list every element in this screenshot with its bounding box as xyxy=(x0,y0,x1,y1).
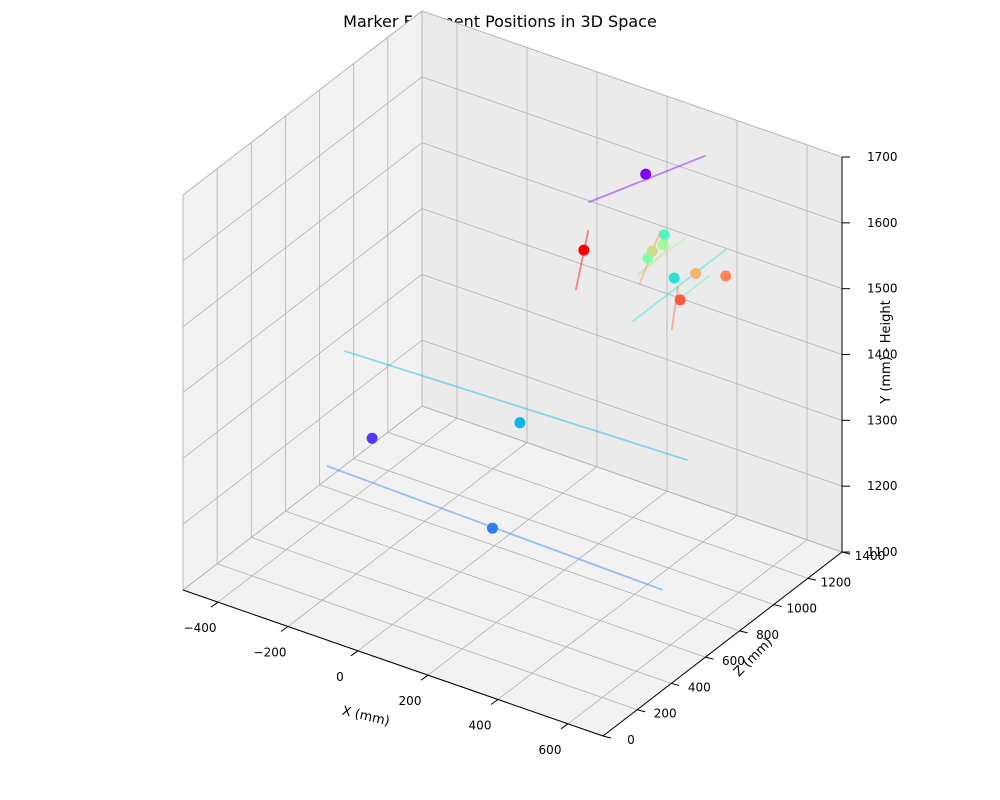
grid-line xyxy=(497,515,738,700)
trail-line xyxy=(632,248,728,323)
y-tick-label: 1200 xyxy=(867,479,898,493)
grid-line xyxy=(353,458,774,605)
marker-point xyxy=(646,245,658,257)
marker-point xyxy=(674,294,686,306)
grid-line xyxy=(182,142,423,327)
marker-point xyxy=(640,168,652,180)
grid-line xyxy=(182,339,423,525)
x-axis-line xyxy=(182,589,604,737)
x-axis-label: X (mm) xyxy=(340,704,391,730)
axis-panes xyxy=(181,9,844,737)
grid-line xyxy=(182,208,423,393)
grid-lines xyxy=(182,10,843,737)
z-tick-label: 0 xyxy=(627,733,635,747)
grid-line xyxy=(251,537,672,684)
x-tick-label: 400 xyxy=(469,719,492,733)
trail-line xyxy=(574,229,590,291)
z-tick-mark xyxy=(807,577,816,581)
marker-point xyxy=(578,244,590,256)
y-tick-label: 1700 xyxy=(867,150,898,164)
grid-line xyxy=(421,76,843,224)
grid-line xyxy=(287,442,528,627)
grid-line xyxy=(319,484,740,632)
trail-line xyxy=(670,286,679,330)
x-tick-label: −400 xyxy=(184,621,217,635)
marker-point xyxy=(514,417,526,429)
x-tick-mark xyxy=(560,723,569,730)
grid-line xyxy=(421,405,843,553)
y-tick-label: 1300 xyxy=(867,413,898,427)
y-tick-label: 1400 xyxy=(867,348,898,362)
trail-line xyxy=(344,350,688,461)
grid-line xyxy=(182,405,423,591)
grid-line xyxy=(421,273,843,421)
z-tick-mark xyxy=(739,630,748,634)
y-axis-label: Y (mm) - Height xyxy=(879,300,894,404)
x-tick-mark xyxy=(280,626,289,632)
grid-line xyxy=(182,10,423,196)
marker-point xyxy=(487,522,499,534)
z-tick-label: 600 xyxy=(722,654,745,668)
trail-line xyxy=(637,236,688,275)
marker-point xyxy=(690,267,702,279)
grid-line xyxy=(421,339,843,487)
axis-lines: −400−20002004006000200400600800100012001… xyxy=(182,150,898,757)
z-tick-mark xyxy=(637,709,646,713)
grid-line xyxy=(217,417,458,603)
z-tick-label: 1200 xyxy=(821,575,852,589)
y-tick-label: 1100 xyxy=(867,545,898,559)
z-tick-label: 1000 xyxy=(786,602,817,616)
z-tick-mark xyxy=(773,604,782,608)
z-tick-label: 1400 xyxy=(855,549,886,563)
z-axis-line xyxy=(602,551,843,737)
z-tick-label: 400 xyxy=(688,680,711,694)
x-tick-mark xyxy=(210,601,219,608)
marker-point xyxy=(366,432,378,444)
grid-line xyxy=(421,10,843,158)
trail-line xyxy=(637,245,671,277)
grid-line xyxy=(285,510,706,658)
marker-point xyxy=(658,229,670,241)
marker-point xyxy=(657,239,669,251)
x-tick-label: 600 xyxy=(539,743,562,757)
marker-point xyxy=(668,272,680,284)
grid-line xyxy=(182,274,423,459)
z-tick-mark xyxy=(705,656,714,660)
grid-line xyxy=(357,466,598,652)
grid-line xyxy=(217,563,638,711)
z-tick-mark xyxy=(602,735,612,739)
grid-line xyxy=(387,431,808,579)
y-tick-label: 1600 xyxy=(867,216,898,230)
x-tick-mark xyxy=(490,699,499,705)
marker-point xyxy=(720,270,732,282)
z-tick-label: 200 xyxy=(654,707,677,721)
marker-points xyxy=(366,168,732,534)
z-tick-label: 800 xyxy=(756,628,779,642)
grid-line xyxy=(567,539,808,725)
x-tick-label: −200 xyxy=(254,646,287,660)
y-tick-label: 1500 xyxy=(867,282,898,296)
grid-line xyxy=(421,142,843,290)
grid-line xyxy=(182,76,423,262)
x-tick-label: 200 xyxy=(399,694,422,708)
grid-line xyxy=(421,208,843,355)
grid-line xyxy=(427,490,668,676)
x-tick-mark xyxy=(420,674,429,681)
x-tick-label: 0 xyxy=(336,670,344,684)
x-tick-mark xyxy=(350,650,359,657)
z-tick-mark xyxy=(671,682,680,686)
